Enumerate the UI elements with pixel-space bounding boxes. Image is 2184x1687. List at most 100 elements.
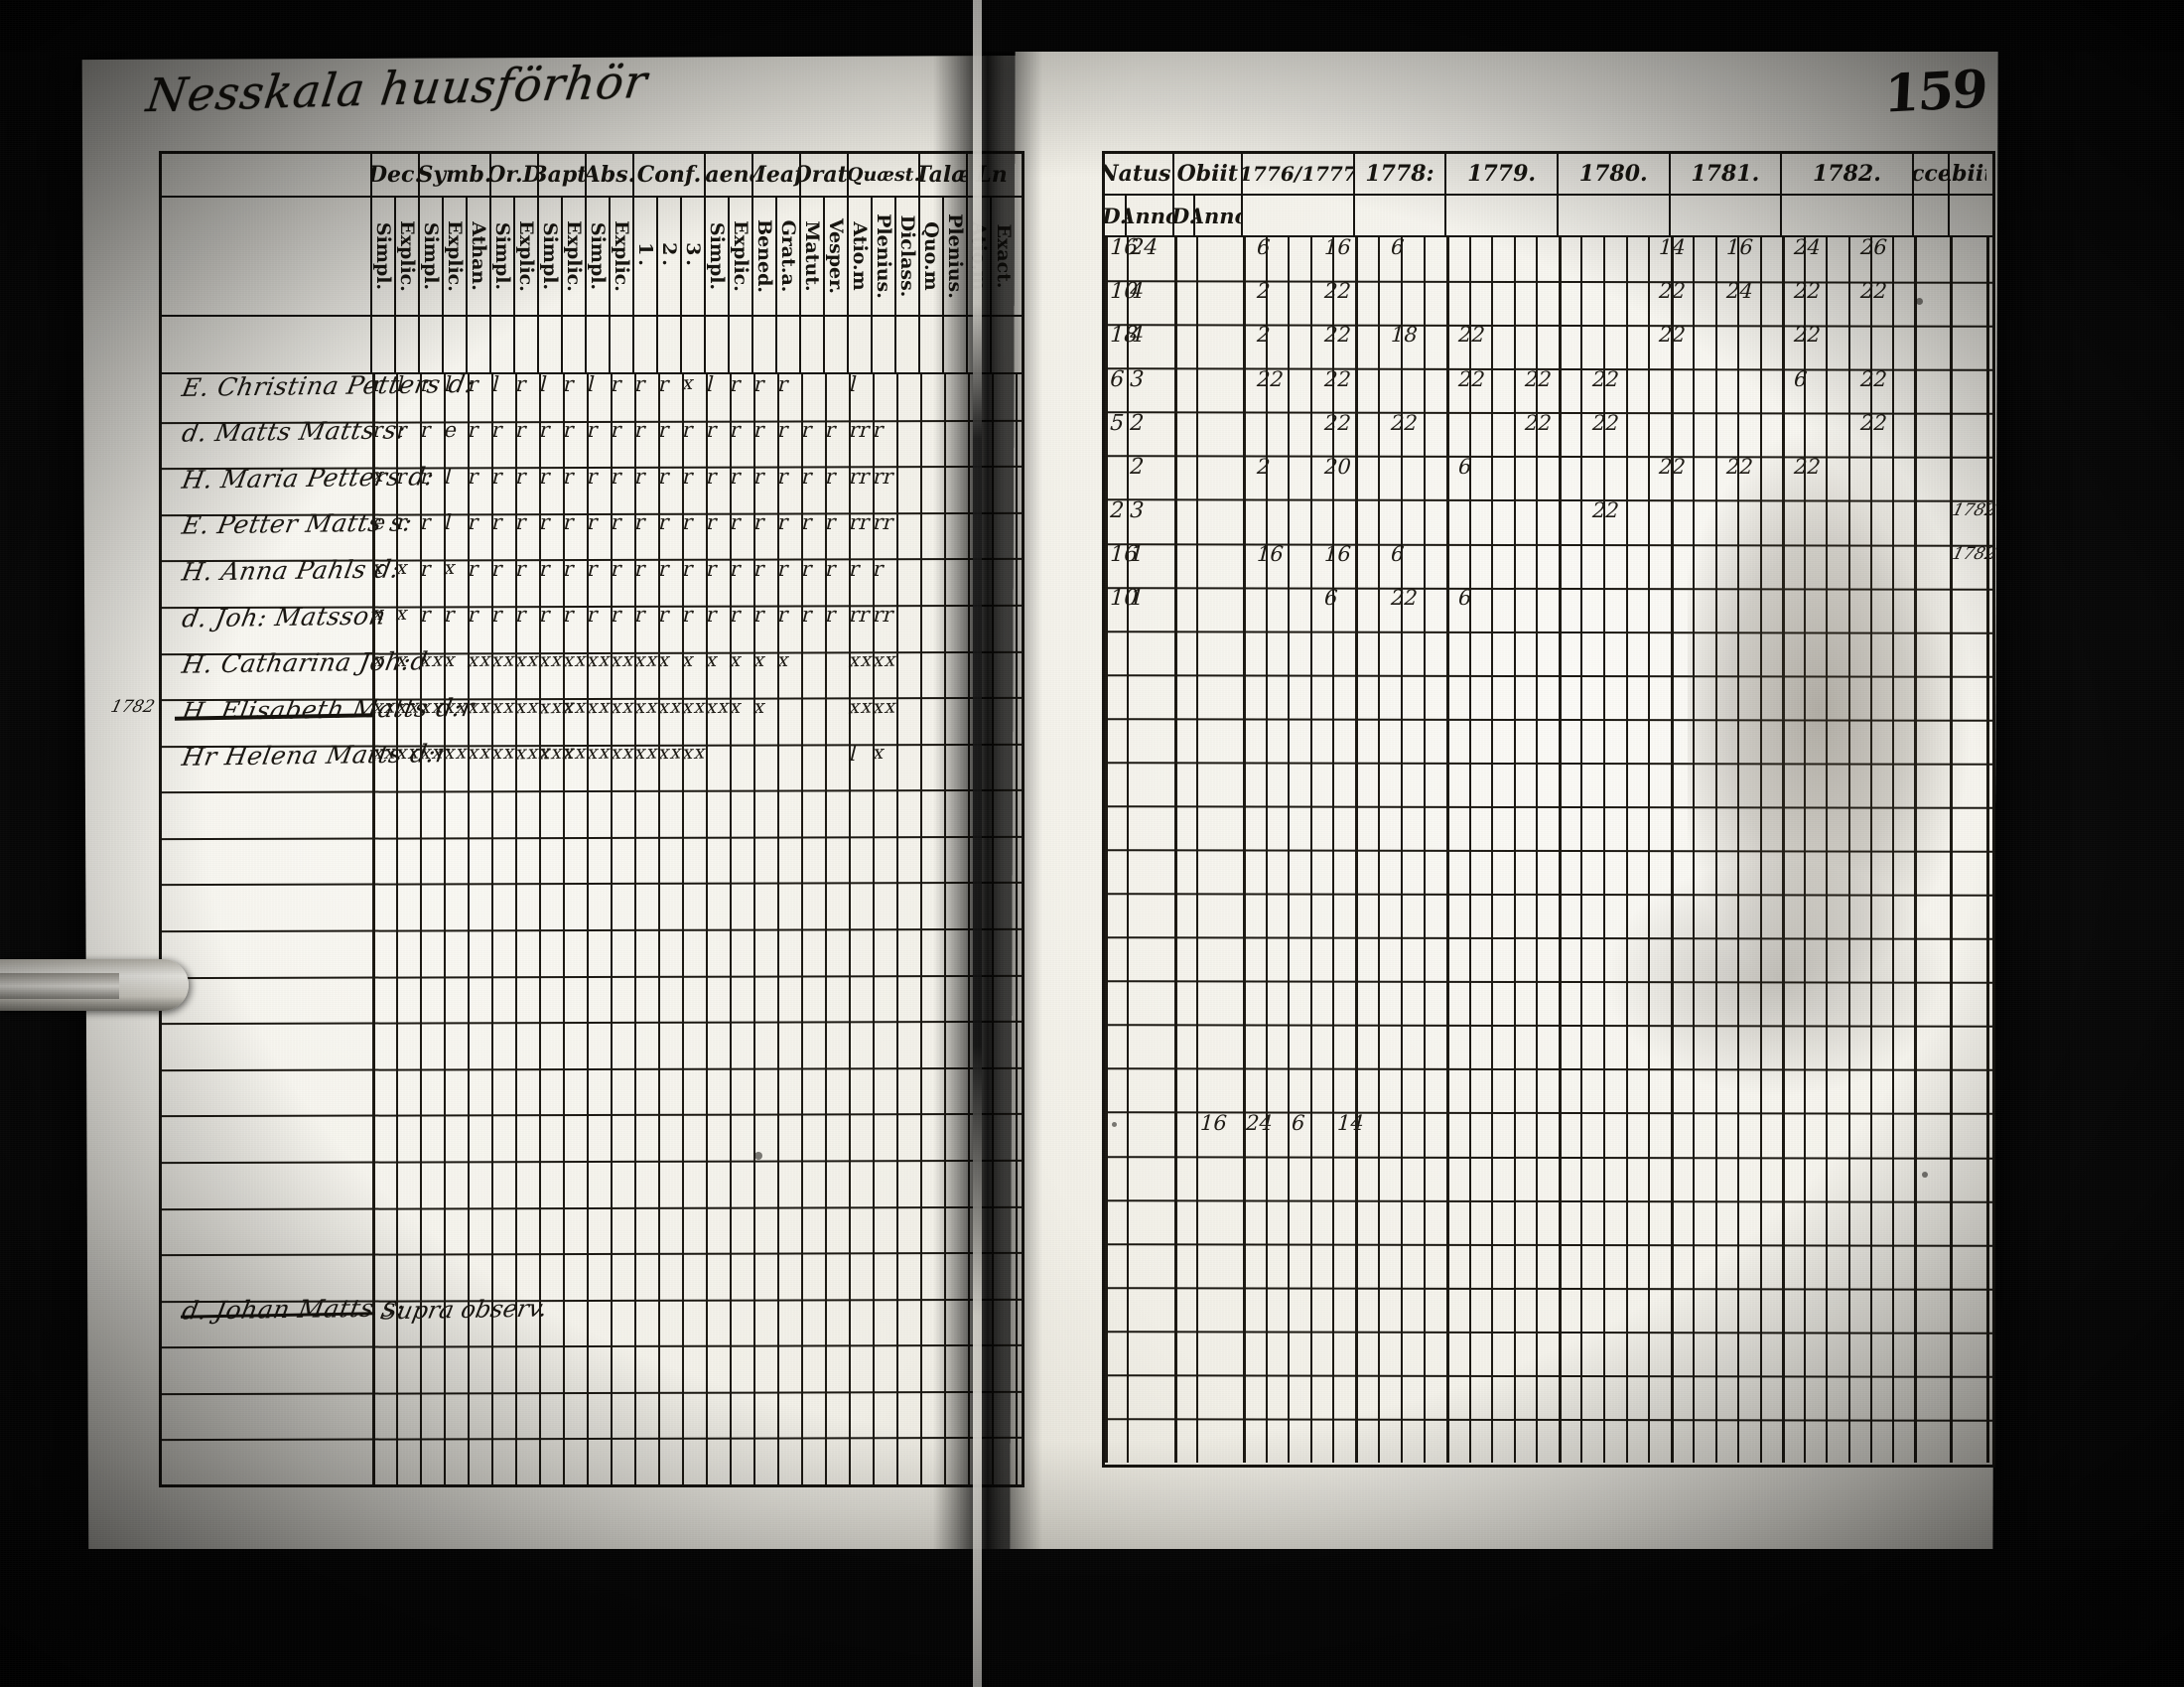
left-spacer-cell: [730, 317, 753, 372]
right-row-separator: [1104, 630, 1993, 634]
right-row-separator: [1104, 936, 1993, 940]
left-subheader-cell: Simpl.: [420, 198, 444, 315]
left-subheader-cell: 2.: [658, 198, 682, 315]
left-subheader-label: 1.: [634, 242, 656, 270]
left-row-separator: [161, 927, 1023, 933]
left-header-group-dec: Dec.: [372, 154, 420, 196]
left-subheader-cell: Explic.: [396, 198, 420, 315]
left-examination-table: Dec.Symb.Or.DBapt.Abs.Conf.CaenæMeaf.Ora…: [159, 151, 1024, 1487]
right-col-separator: [1693, 237, 1696, 1463]
right-subheader-cell: Anno: [1195, 203, 1241, 228]
right-col-separator: [1714, 237, 1717, 1463]
left-spacer-cell: [801, 317, 825, 372]
left-subheader-cell: 3.: [682, 198, 706, 315]
right-col-separator: [1265, 237, 1268, 1463]
left-col-separator: [753, 374, 755, 1484]
left-subheader-label: Simpl.: [587, 221, 609, 291]
right-col-separator: [1737, 237, 1740, 1463]
left-spacer-cell: [896, 317, 920, 372]
spine-strip: [973, 0, 982, 1687]
right-year-cell-value: 22: [1790, 323, 1824, 348]
left-name-column-subheader: [162, 198, 372, 315]
left-subheader-label: Diclass.: [896, 214, 918, 298]
right-row-separator: [1104, 1111, 1993, 1116]
left-header-group-abs: Abs.: [587, 154, 634, 196]
right-year-cell-value: 24: [1790, 235, 1824, 260]
left-spacer-cell: [420, 317, 444, 372]
left-row-separator: [161, 789, 1023, 794]
left-row-name: H. Anna Pahls d:: [180, 554, 403, 587]
right-col-separator: [1986, 237, 1989, 1463]
left-header-group-conf: Conf.: [634, 154, 706, 196]
left-subheader-cell: Explic.: [611, 198, 634, 315]
left-subheader-label: Explic.: [563, 220, 585, 292]
left-margin-note: 1782: [108, 697, 157, 718]
left-col-separator: [563, 374, 565, 1484]
right-col-separator: [1913, 237, 1917, 1463]
right-row-separator: [1104, 1242, 1993, 1247]
left-subheader-cell: 1.: [634, 198, 658, 315]
left-row-separator: [161, 1251, 1023, 1257]
right-row-separator: [1104, 1155, 1993, 1160]
right-abiit-value: 1782: [1950, 544, 1999, 565]
right-year-cell-value: 22: [1790, 454, 1824, 479]
right-row-separator: [1104, 455, 1993, 460]
left-later-entry-name: d. Johan Matts s:: [180, 1293, 408, 1326]
left-col-separator: [777, 374, 779, 1484]
right-subheader-group: [1559, 196, 1671, 235]
right-row-separator: [1104, 1418, 1993, 1422]
left-row-name: d. Matts Matts s:: [180, 415, 409, 448]
right-year-cell-value: 22: [1588, 366, 1622, 391]
right-subheader-group: [1243, 196, 1355, 235]
right-col-separator: [1847, 237, 1850, 1463]
left-spacer-cell: [682, 317, 706, 372]
right-col-separator: [1670, 237, 1674, 1463]
left-spacer-cell: [396, 317, 420, 372]
right-row-separator: [1104, 1024, 1993, 1029]
left-col-separator: [896, 374, 898, 1484]
left-subheader-label: Simpl.: [420, 221, 442, 291]
left-row-name: d. Joh: Matsson: [180, 601, 389, 633]
left-subheader-label: Simpl.: [706, 221, 728, 291]
right-row-separator: [1104, 1286, 1993, 1291]
right-col-separator: [1782, 237, 1786, 1463]
left-subheader-label: Explic.: [611, 220, 632, 292]
right-row-separator: [1104, 849, 1993, 853]
right-col-separator: [1173, 237, 1177, 1463]
left-subheader-label: Simpl.: [372, 221, 394, 291]
left-subheader-cell: Plenius.: [873, 198, 896, 315]
left-subheader-label: Grat.a.: [777, 219, 799, 293]
right-col-separator: [1309, 237, 1312, 1463]
left-header-group-row: Dec.Symb.Or.DBapt.Abs.Conf.CaenæMeaf.Ora…: [162, 154, 1022, 198]
right-subheader-group: D.Anno: [1105, 196, 1174, 235]
left-spacer-cell: [873, 317, 896, 372]
right-row-separator: [1104, 1331, 1993, 1335]
ink-speck: [754, 1152, 762, 1160]
right-subheader-cell: D.: [1105, 196, 1127, 235]
left-spacer-cell: [372, 317, 396, 372]
left-subheader-label: Matut.: [801, 220, 823, 292]
left-col-separator: [682, 374, 684, 1484]
right-subheader-cell: D.: [1174, 196, 1196, 235]
right-year-cell-value: 16: [1320, 235, 1354, 260]
right-header-group-natus: Natus.: [1105, 154, 1174, 194]
left-header-group-ord: Or.D: [491, 154, 539, 196]
right-col-separator: [1195, 237, 1198, 1463]
left-spacer-cell: [706, 317, 730, 372]
right-year-cell-value: 22: [1588, 410, 1622, 435]
left-header-group-bapt: Bapt.: [539, 154, 587, 196]
ink-speck: [1916, 298, 1923, 305]
left-subheader-label: Explic.: [444, 220, 466, 292]
left-subheader-cell: Simpl.: [539, 198, 563, 315]
right-subheader-cell: Anno: [1127, 203, 1172, 228]
left-subheader-cell: Explic.: [444, 198, 468, 315]
left-header-sub-row: Simpl. Explic. Simpl. Explic. Athan. Simpl. Ex…: [162, 198, 1022, 317]
left-spacer-cell: [468, 317, 491, 372]
right-row-separator: [1104, 1198, 1993, 1203]
right-row-separator: [1104, 1067, 1993, 1072]
bottom-dark-band: [0, 1549, 2184, 1687]
left-row-separator: [161, 835, 1023, 840]
left-spacer-cell: [777, 317, 801, 372]
right-col-separator: [1243, 237, 1247, 1463]
